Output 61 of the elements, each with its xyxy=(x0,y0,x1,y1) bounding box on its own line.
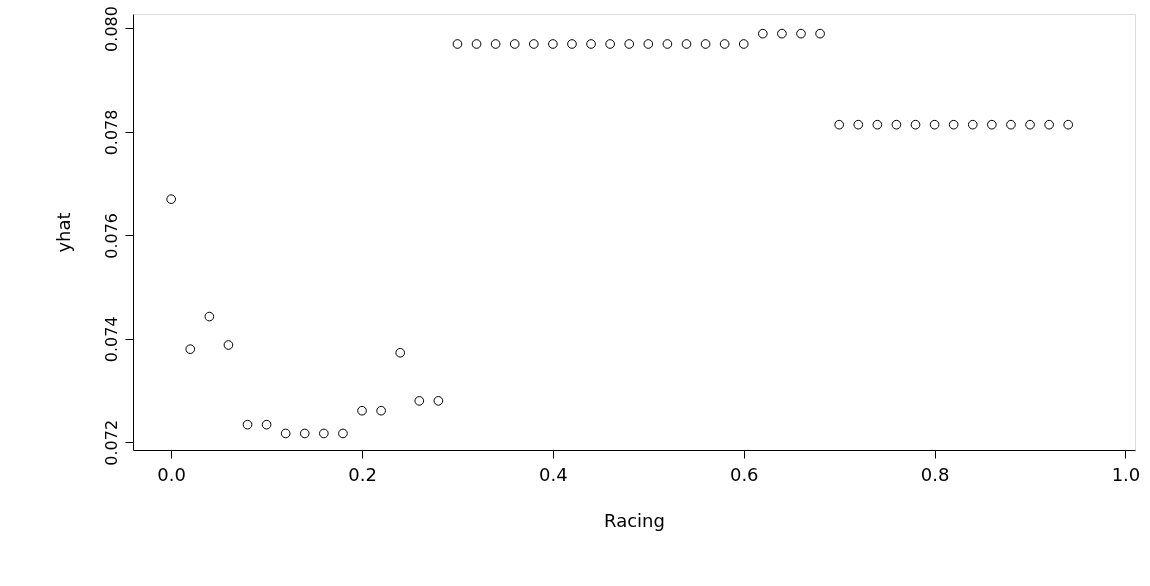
x-tick-label: 0.6 xyxy=(729,463,759,485)
point xyxy=(204,311,215,322)
point xyxy=(700,39,711,49)
x-tick-label: 0.0 xyxy=(157,463,186,485)
y-tick-label: 0.072 xyxy=(101,419,121,466)
point xyxy=(185,344,196,354)
point xyxy=(490,39,501,49)
point xyxy=(223,340,234,350)
point xyxy=(853,119,864,130)
point xyxy=(929,119,940,130)
point xyxy=(357,405,367,416)
point xyxy=(719,39,730,49)
point xyxy=(528,39,539,49)
point xyxy=(605,39,615,49)
point xyxy=(319,428,329,439)
y-tick-label: 0.078 xyxy=(101,109,121,156)
point xyxy=(471,39,482,49)
point xyxy=(738,39,749,49)
point xyxy=(242,419,253,430)
point xyxy=(376,405,386,416)
point xyxy=(567,39,577,49)
point xyxy=(948,119,959,130)
x-tick-label: 1.0 xyxy=(1111,463,1141,485)
x-axis-title: Racing xyxy=(604,509,665,531)
point xyxy=(166,194,176,204)
point xyxy=(338,428,348,439)
point xyxy=(891,119,902,130)
point xyxy=(586,39,596,49)
point xyxy=(910,119,921,130)
point xyxy=(758,28,768,39)
x-tick-label: 0.4 xyxy=(539,463,568,485)
point xyxy=(681,39,692,49)
point xyxy=(834,119,844,130)
point xyxy=(1006,119,1016,130)
point xyxy=(261,419,272,430)
point xyxy=(643,39,654,49)
point xyxy=(967,119,978,130)
x-tick-label: 0.8 xyxy=(920,463,950,485)
point xyxy=(815,28,825,39)
point xyxy=(548,39,558,49)
point xyxy=(509,39,520,49)
y-tick-label: 0.074 xyxy=(101,316,121,363)
point xyxy=(395,347,406,358)
point xyxy=(280,428,291,439)
point xyxy=(796,28,806,39)
point xyxy=(662,39,673,49)
y-axis-title: yhat xyxy=(52,212,74,253)
point xyxy=(987,119,997,130)
point xyxy=(1063,119,1074,130)
point xyxy=(1025,119,1035,130)
point xyxy=(433,396,444,406)
point xyxy=(777,28,787,39)
point xyxy=(452,39,463,49)
y-tick-label: 0.080 xyxy=(101,6,121,52)
x-tick-label: 0.2 xyxy=(348,463,377,485)
y-tick-label: 0.076 xyxy=(101,212,121,259)
point xyxy=(1044,119,1054,130)
point xyxy=(624,39,635,49)
point xyxy=(872,119,883,130)
point xyxy=(414,396,425,406)
point xyxy=(299,428,310,439)
